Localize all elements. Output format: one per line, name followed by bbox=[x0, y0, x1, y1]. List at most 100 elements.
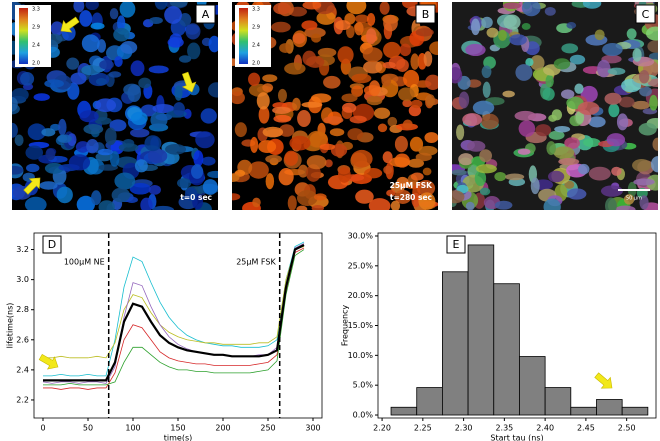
cell bbox=[407, 158, 424, 168]
cell bbox=[113, 27, 130, 42]
cell bbox=[626, 28, 637, 40]
cell bbox=[12, 122, 18, 138]
cell bbox=[323, 75, 341, 89]
cell bbox=[604, 92, 622, 105]
cell bbox=[154, 2, 168, 10]
cell bbox=[396, 176, 409, 188]
cell bbox=[337, 46, 354, 64]
cell bbox=[521, 2, 541, 17]
bar bbox=[416, 387, 443, 416]
cell bbox=[301, 101, 323, 108]
cell bbox=[114, 56, 123, 67]
cell bbox=[129, 182, 151, 195]
cell bbox=[301, 20, 318, 31]
cell bbox=[271, 21, 291, 33]
bar bbox=[467, 244, 495, 416]
cell bbox=[410, 172, 424, 181]
arrow-shape bbox=[60, 16, 80, 33]
cell bbox=[503, 14, 521, 30]
cell bbox=[382, 151, 393, 164]
cell bbox=[311, 33, 322, 43]
cell bbox=[543, 198, 561, 210]
cell bbox=[297, 164, 309, 178]
cell bbox=[583, 138, 601, 148]
cell bbox=[130, 128, 150, 138]
arrow bbox=[38, 353, 59, 370]
cell bbox=[505, 173, 525, 181]
cell bbox=[208, 82, 218, 98]
cell bbox=[502, 90, 515, 98]
cell bbox=[544, 6, 556, 16]
cell bbox=[313, 193, 327, 201]
cell bbox=[79, 110, 99, 123]
cell bbox=[632, 48, 642, 62]
x-tick-label: 100 bbox=[125, 424, 140, 433]
x-tick-label: 2.40 bbox=[536, 424, 554, 433]
series-line bbox=[43, 249, 305, 386]
cell bbox=[452, 169, 467, 176]
cell bbox=[234, 122, 247, 138]
cell bbox=[12, 88, 29, 102]
cell bbox=[567, 188, 587, 200]
cell bbox=[465, 201, 475, 210]
cell bbox=[494, 171, 507, 182]
cell bbox=[481, 113, 499, 129]
series-line bbox=[42, 243, 305, 384]
cell bbox=[389, 157, 411, 167]
cell bbox=[456, 124, 465, 141]
cell bbox=[202, 179, 218, 195]
image-note: t=0 sec bbox=[180, 193, 212, 202]
cell bbox=[79, 10, 93, 27]
cell bbox=[306, 155, 327, 170]
cell bbox=[368, 80, 381, 97]
cell bbox=[618, 96, 635, 108]
cell bbox=[554, 125, 571, 133]
panel-label-box bbox=[415, 4, 436, 24]
y-tick-label: 25.0% bbox=[348, 261, 374, 270]
cell bbox=[76, 195, 96, 210]
cell bbox=[368, 198, 391, 210]
cell bbox=[479, 187, 491, 196]
cell bbox=[114, 172, 136, 190]
cell bbox=[56, 186, 73, 204]
colorbar-label: 2.4 bbox=[252, 43, 260, 49]
panel-label-box bbox=[635, 4, 656, 24]
plot-area bbox=[390, 244, 649, 416]
cell bbox=[341, 93, 358, 103]
cell bbox=[104, 127, 117, 146]
bar bbox=[570, 406, 597, 416]
cell bbox=[20, 72, 35, 86]
arrow bbox=[60, 16, 80, 33]
cell bbox=[183, 108, 192, 119]
panel-label-box bbox=[195, 4, 216, 24]
cell bbox=[383, 165, 393, 175]
chart: 0 50 100 150 200 250 300 2.2 2.4 2.6 2.8 3.0 3.2 time… bbox=[6, 232, 323, 441]
cell bbox=[517, 148, 531, 155]
event-label: 100μM NE bbox=[64, 258, 105, 267]
y-axis-label: Frequency bbox=[341, 305, 350, 347]
cell bbox=[14, 134, 24, 146]
cell bbox=[366, 95, 383, 106]
cell bbox=[429, 41, 438, 56]
cell bbox=[575, 110, 585, 124]
cell bbox=[602, 42, 623, 57]
series-line bbox=[43, 241, 305, 377]
cell bbox=[73, 2, 85, 13]
cell bbox=[108, 71, 122, 78]
cell bbox=[452, 66, 463, 84]
cell bbox=[97, 148, 113, 156]
cell bbox=[396, 58, 409, 72]
cell bbox=[647, 39, 658, 53]
cell bbox=[33, 93, 50, 101]
cell bbox=[41, 128, 56, 137]
cell bbox=[561, 43, 579, 54]
cell bbox=[127, 84, 142, 103]
cell bbox=[553, 146, 575, 159]
cell bbox=[351, 149, 373, 168]
cell bbox=[564, 137, 580, 149]
cell bbox=[297, 109, 311, 127]
plot-area: 100μM NE 25μM FSK bbox=[38, 233, 305, 418]
image-panel: C 50 μm bbox=[452, 2, 658, 210]
series-line bbox=[43, 244, 305, 382]
y-tick-label: 0.0% bbox=[353, 411, 374, 420]
